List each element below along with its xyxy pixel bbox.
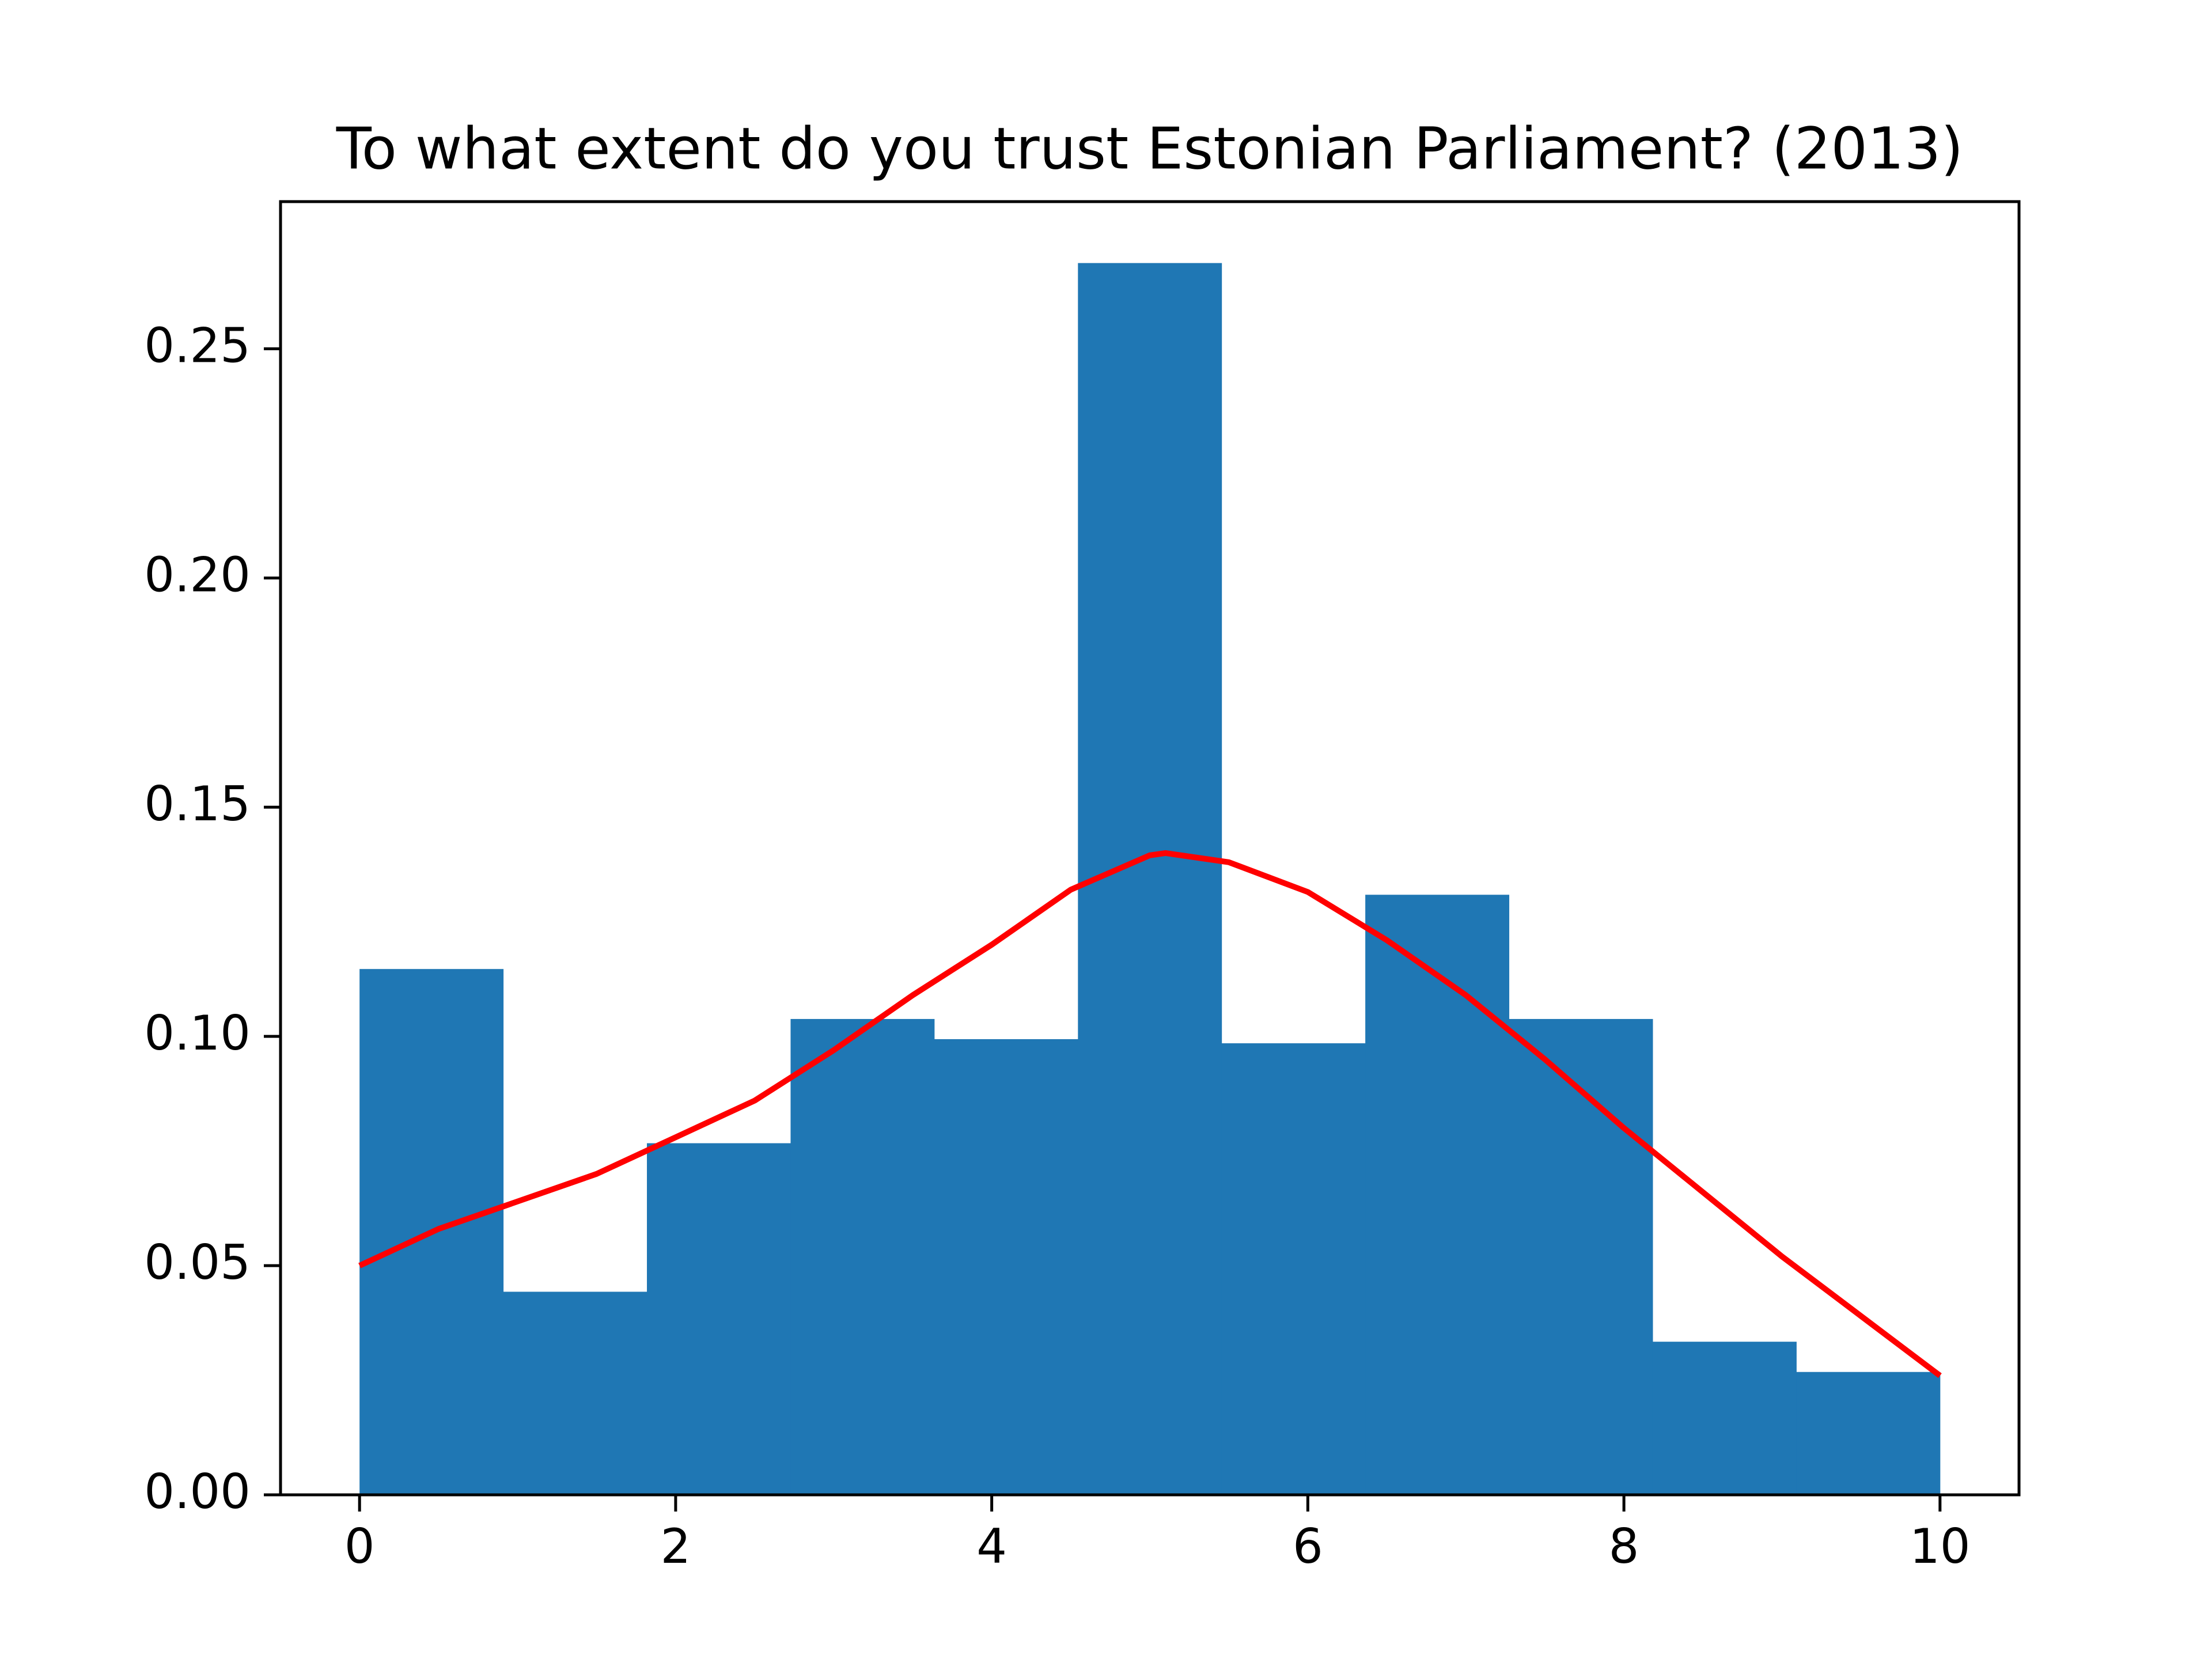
bar — [1652, 1342, 1797, 1495]
bar — [503, 1291, 647, 1495]
bar — [1365, 895, 1510, 1495]
y-tick-label: 0.00 — [144, 1464, 251, 1520]
y-tick-label: 0.10 — [144, 1005, 251, 1061]
bar — [1509, 1018, 1653, 1495]
y-tick-label: 0.20 — [144, 547, 251, 603]
y-tick-label: 0.15 — [144, 776, 251, 832]
bar — [1221, 1043, 1366, 1495]
kde-line — [358, 850, 1942, 1378]
x-tick-label: 10 — [1910, 1518, 1971, 1574]
bar — [934, 1039, 1078, 1495]
bar — [1796, 1372, 1941, 1495]
x-tick-label: 2 — [661, 1518, 691, 1574]
bar — [790, 1018, 935, 1495]
bar — [647, 1143, 791, 1495]
x-tick-label: 0 — [344, 1518, 375, 1574]
y-tick-label: 0.25 — [144, 317, 251, 373]
x-tick-label: 6 — [1293, 1518, 1323, 1574]
plot-frame — [279, 200, 2021, 1497]
x-tick-label: 4 — [976, 1518, 1007, 1574]
y-tick-label: 0.05 — [144, 1234, 251, 1290]
chart-title: To what extent do you trust Estonian Par… — [336, 115, 1964, 182]
x-tick-label: 8 — [1609, 1518, 1639, 1574]
